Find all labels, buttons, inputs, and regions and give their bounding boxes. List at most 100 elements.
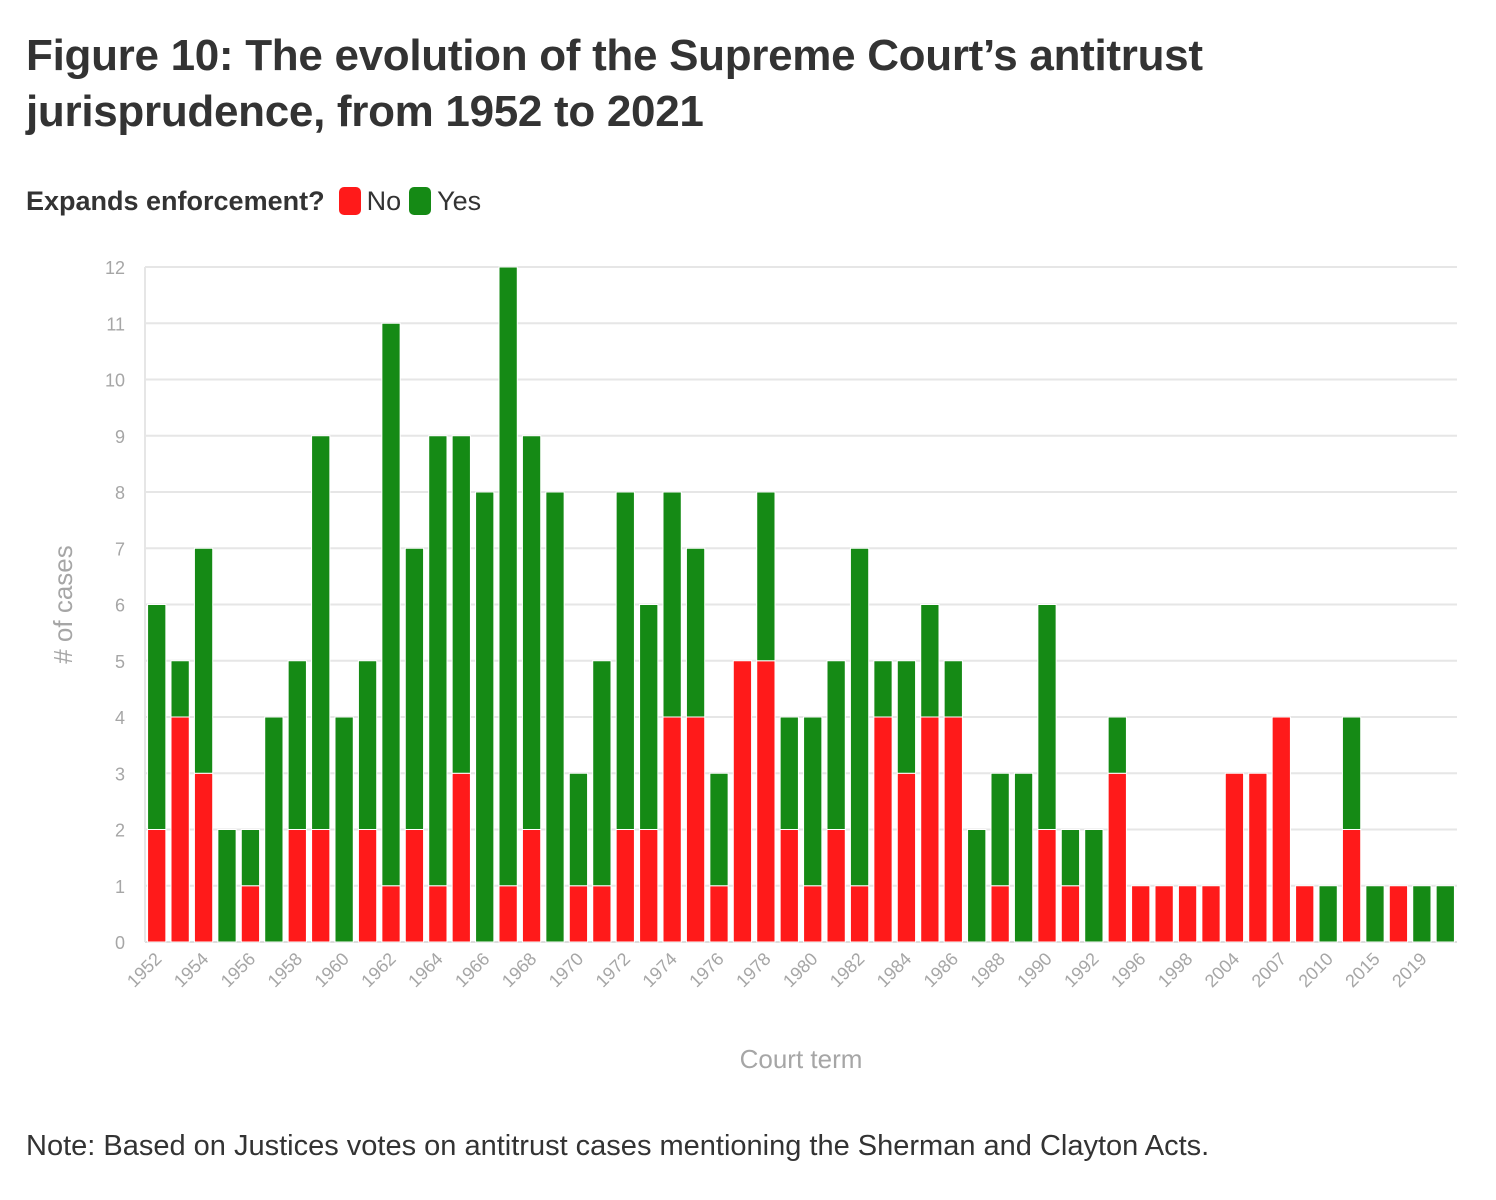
bar-yes-1963[interactable] <box>404 547 425 830</box>
bar-yes-1969[interactable] <box>545 491 565 943</box>
footnote: Note: Based on Justices votes on antitru… <box>26 1130 1210 1162</box>
bar-yes-2021[interactable] <box>1435 885 1455 943</box>
bar-yes-1975[interactable] <box>685 547 706 718</box>
bar-yes-1980[interactable] <box>803 716 823 887</box>
bar-no-2013[interactable] <box>1341 829 1362 943</box>
bar-yes-2010[interactable] <box>1318 885 1338 943</box>
bar-no-1997[interactable] <box>1154 885 1174 943</box>
bar-yes-1973[interactable] <box>639 604 659 830</box>
bar-no-1988[interactable] <box>990 885 1010 943</box>
bar-yes-1982[interactable] <box>849 547 870 887</box>
bar-yes-1958[interactable] <box>287 660 307 830</box>
bar-no-1958[interactable] <box>287 829 307 943</box>
bar-no-1991[interactable] <box>1060 885 1081 943</box>
bar-yes-1956[interactable] <box>240 829 261 887</box>
bar-yes-1992[interactable] <box>1084 829 1104 943</box>
bar-no-1990[interactable] <box>1037 829 1057 943</box>
bar-no-1954[interactable] <box>193 772 214 943</box>
bar-no-1971[interactable] <box>592 885 612 943</box>
bar-no-1996[interactable] <box>1131 885 1151 943</box>
bar-yes-1978[interactable] <box>756 491 776 662</box>
bar-no-1985[interactable] <box>920 716 940 943</box>
bar-no-1964[interactable] <box>428 885 448 943</box>
bar-yes-1955[interactable] <box>217 829 237 943</box>
bar-no-1984[interactable] <box>896 772 917 943</box>
bar-yes-1964[interactable] <box>428 435 448 887</box>
legend-item-yes[interactable]: Yes <box>409 186 481 217</box>
bar-no-1976[interactable] <box>709 885 729 943</box>
bar-no-2005[interactable] <box>1248 772 1268 943</box>
bar-yes-1983[interactable] <box>873 660 893 718</box>
bar-yes-1962[interactable] <box>381 322 401 887</box>
bar-yes-1990[interactable] <box>1037 604 1057 830</box>
bar-no-1979[interactable] <box>779 829 799 943</box>
bar-yes-1976[interactable] <box>709 772 729 887</box>
bar-no-1970[interactable] <box>568 885 589 943</box>
bar-no-2004[interactable] <box>1224 772 1245 943</box>
bar-yes-1960[interactable] <box>334 716 354 943</box>
bar-no-1962[interactable] <box>381 885 401 943</box>
bar-no-1972[interactable] <box>615 829 635 943</box>
bar-yes-1970[interactable] <box>568 772 589 887</box>
bar-yes-1968[interactable] <box>521 435 542 830</box>
legend-title: Expands enforcement? <box>26 185 325 216</box>
bar-no-1968[interactable] <box>521 829 542 943</box>
bar-no-2000[interactable] <box>1201 885 1221 943</box>
bar-yes-2013[interactable] <box>1341 716 1362 830</box>
bar-no-1978[interactable] <box>756 660 776 943</box>
bar-no-1965[interactable] <box>451 772 471 943</box>
bar-no-1977[interactable] <box>732 660 753 943</box>
bar-yes-1986[interactable] <box>943 660 963 718</box>
bar-no-1986[interactable] <box>943 716 963 943</box>
bar-no-1953[interactable] <box>170 716 190 943</box>
bar-yes-1974[interactable] <box>662 491 682 718</box>
bar-no-1982[interactable] <box>849 885 870 943</box>
x-tick-label: 1964 <box>404 949 446 991</box>
bar-yes-1989[interactable] <box>1013 772 1034 943</box>
bar-yes-1959[interactable] <box>311 435 331 830</box>
bar-yes-1985[interactable] <box>920 604 940 718</box>
bar-no-2009[interactable] <box>1295 885 1315 943</box>
bar-yes-1952[interactable] <box>147 604 167 830</box>
bar-no-1998[interactable] <box>1177 885 1198 943</box>
bar-no-1974[interactable] <box>662 716 682 943</box>
bar-yes-1971[interactable] <box>592 660 612 887</box>
bar-no-1961[interactable] <box>357 829 378 943</box>
bar-yes-1953[interactable] <box>170 660 190 718</box>
bar-yes-1957[interactable] <box>264 716 284 943</box>
x-axis-label: Court term <box>740 1044 863 1074</box>
bar-no-1983[interactable] <box>873 716 893 943</box>
x-tick-label: 1988 <box>967 949 1009 991</box>
bar-no-1967[interactable] <box>498 885 518 943</box>
bar-yes-1965[interactable] <box>451 435 471 774</box>
bar-no-1973[interactable] <box>639 829 659 943</box>
bar-yes-1979[interactable] <box>779 716 799 830</box>
bar-no-1963[interactable] <box>404 829 425 943</box>
bar-yes-1981[interactable] <box>826 660 846 830</box>
bar-yes-1966[interactable] <box>475 491 495 943</box>
bar-no-1956[interactable] <box>240 885 261 943</box>
bar-no-1959[interactable] <box>311 829 331 943</box>
bar-yes-1988[interactable] <box>990 772 1010 887</box>
bar-yes-1967[interactable] <box>498 266 518 887</box>
bar-no-1980[interactable] <box>803 885 823 943</box>
bar-yes-1954[interactable] <box>193 547 214 774</box>
bar-yes-1984[interactable] <box>896 660 917 774</box>
bar-yes-2015[interactable] <box>1365 885 1385 943</box>
bar-yes-1972[interactable] <box>615 491 635 830</box>
bar-yes-1987[interactable] <box>967 829 987 943</box>
bar-yes-1961[interactable] <box>357 660 378 830</box>
bar-no-1993[interactable] <box>1107 772 1127 943</box>
bar-yes-1991[interactable] <box>1060 829 1081 887</box>
y-tick-label: 11 <box>106 314 125 334</box>
bar-no-2007[interactable] <box>1271 716 1291 943</box>
bar-yes-1993[interactable] <box>1107 716 1127 774</box>
bar-no-1952[interactable] <box>147 829 167 943</box>
legend-item-no[interactable]: No <box>338 186 401 217</box>
bar-no-1981[interactable] <box>826 829 846 943</box>
x-tick-label: 2007 <box>1248 949 1290 991</box>
bar-yes-2019[interactable] <box>1412 885 1432 943</box>
x-tick-label: 1962 <box>357 949 399 991</box>
bar-no-2017[interactable] <box>1388 885 1409 943</box>
bar-no-1975[interactable] <box>685 716 706 943</box>
